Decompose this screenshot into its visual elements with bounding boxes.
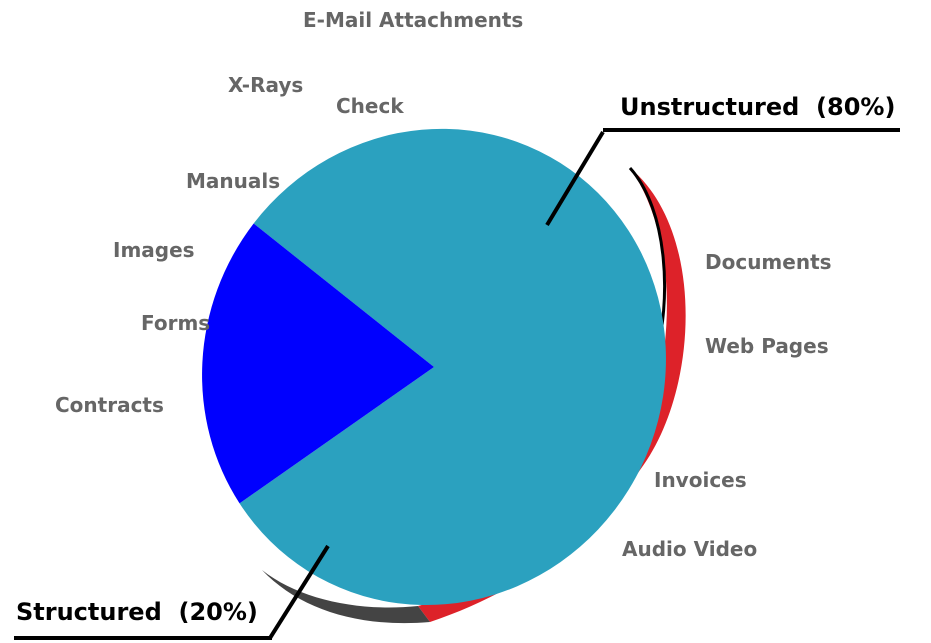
callout-line-structured bbox=[268, 544, 330, 640]
label-images: Images bbox=[113, 238, 195, 262]
label-invoices: Invoices bbox=[654, 468, 747, 492]
callout-line-unstructured bbox=[545, 130, 605, 227]
label-audio-video: Audio Video bbox=[622, 537, 757, 561]
label-contracts: Contracts bbox=[55, 393, 164, 417]
label-documents: Documents bbox=[705, 250, 832, 274]
callout-unstructured: Unstructured (80%) bbox=[620, 93, 895, 121]
label-email-attachments: E-Mail Attachments bbox=[303, 8, 523, 32]
pie-rim-shadow bbox=[418, 168, 686, 622]
slice-structured[interactable] bbox=[136, 221, 456, 553]
label-x-rays: X-Rays bbox=[228, 73, 303, 97]
label-check: Check bbox=[336, 94, 404, 118]
label-web-pages: Web Pages bbox=[705, 334, 829, 358]
callout-structured: Structured (20%) bbox=[16, 598, 258, 626]
pie-base-shadow bbox=[262, 570, 430, 624]
label-forms: Forms bbox=[141, 311, 210, 335]
label-manuals: Manuals bbox=[186, 169, 280, 193]
slice-unstructured[interactable] bbox=[127, 53, 746, 643]
